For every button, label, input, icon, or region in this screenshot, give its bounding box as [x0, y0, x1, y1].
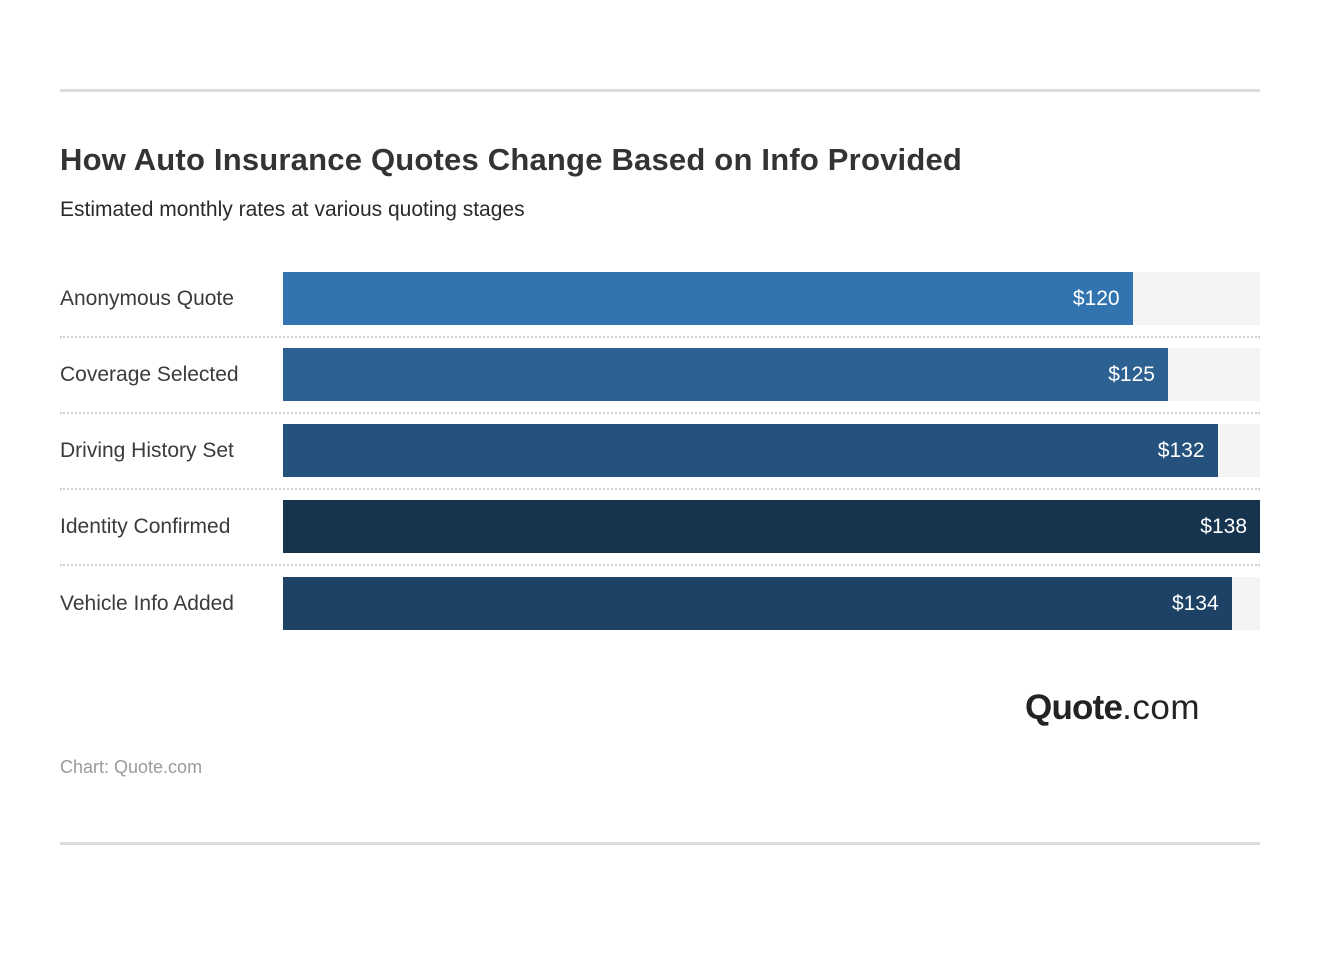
- bar-category-label: Identity Confirmed: [60, 514, 231, 538]
- bar: $125: [283, 348, 1168, 402]
- bar-row: Vehicle Info Added $134: [60, 566, 1260, 642]
- bar-row: Coverage Selected $125: [60, 338, 1260, 414]
- bar-category-label: Driving History Set: [60, 438, 234, 462]
- bar-track: $132: [283, 424, 1260, 478]
- chart-title: How Auto Insurance Quotes Change Based o…: [60, 142, 963, 177]
- logo-bold-text: Quote: [1025, 687, 1123, 727]
- bar: $132: [283, 424, 1218, 478]
- bar-chart: Anonymous Quote $120 Coverage Selected $…: [60, 262, 1260, 642]
- bar-track: $138: [283, 500, 1260, 554]
- bar-track: $134: [283, 577, 1260, 631]
- bar-category-label: Vehicle Info Added: [60, 591, 234, 615]
- bar-row: Driving History Set $132: [60, 414, 1260, 490]
- bar-track: $120: [283, 272, 1260, 326]
- bar-category-label: Anonymous Quote: [60, 286, 234, 310]
- chart-credit: Chart: Quote.com: [60, 756, 203, 777]
- bar-row: Anonymous Quote $120: [60, 262, 1260, 338]
- top-divider: [60, 89, 1260, 92]
- chart-subtitle: Estimated monthly rates at various quoti…: [60, 197, 525, 221]
- logo-light-text: .com: [1122, 687, 1200, 727]
- bar-value-label: $132: [1157, 438, 1205, 462]
- bottom-divider: [60, 841, 1260, 845]
- quote-com-logo: Quote.com: [60, 690, 1200, 725]
- bar-value-label: $125: [1108, 362, 1155, 386]
- bar: $120: [283, 272, 1133, 326]
- bar-rows: Anonymous Quote $120 Coverage Selected $…: [60, 262, 1260, 642]
- bar-row: Identity Confirmed $138: [60, 490, 1260, 566]
- bar-category-label: Coverage Selected: [60, 362, 239, 386]
- bar-value-label: $138: [1200, 514, 1247, 538]
- bar-track: $125: [283, 348, 1260, 402]
- bar-value-label: $120: [1072, 286, 1120, 310]
- bar: $134: [283, 577, 1232, 631]
- bar-value-label: $134: [1171, 591, 1219, 615]
- bar: $138: [283, 500, 1260, 554]
